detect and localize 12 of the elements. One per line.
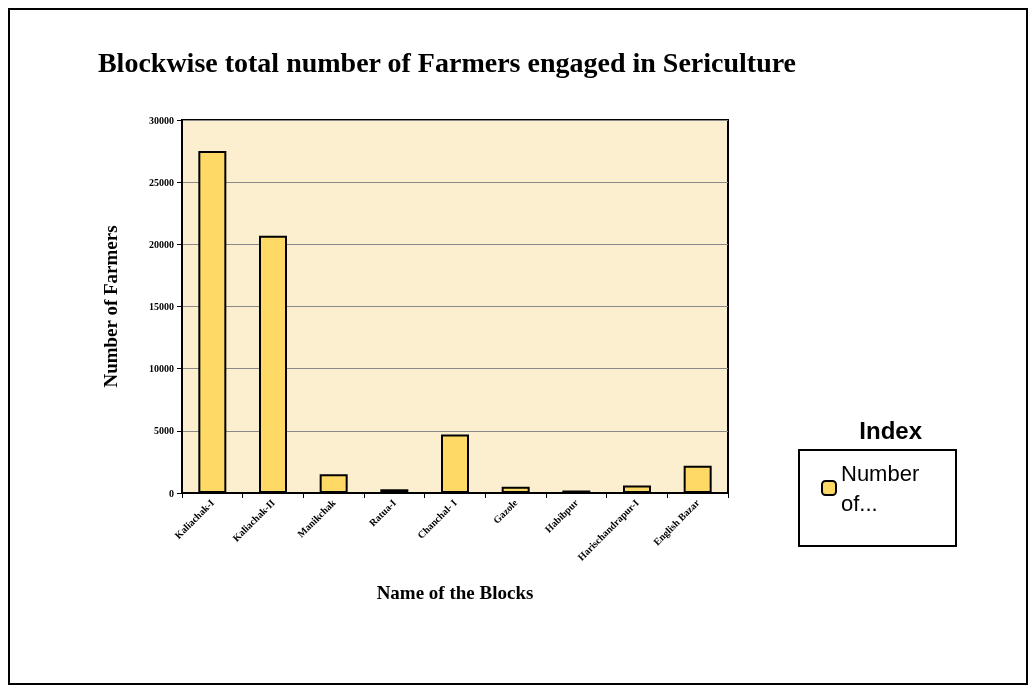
legend-label: Number of... bbox=[841, 460, 926, 516]
chart-title: Blockwise total number of Farmers engaged in Sericulture bbox=[97, 46, 797, 78]
y-tick-label: 10000 bbox=[149, 363, 174, 375]
y-tick-label: 0 bbox=[169, 487, 174, 499]
y-tick-label: 30000 bbox=[149, 114, 174, 126]
x-axis-title: Name of the Blocks bbox=[376, 582, 534, 603]
y-tick-label: 20000 bbox=[149, 238, 174, 250]
y-tick-label: 5000 bbox=[154, 425, 174, 437]
legend-title: Index bbox=[859, 416, 923, 444]
y-tick-label: 15000 bbox=[149, 301, 174, 312]
y-axis-title: Number of Farmers bbox=[100, 225, 121, 388]
y-tick-label: 25000 bbox=[149, 176, 174, 188]
